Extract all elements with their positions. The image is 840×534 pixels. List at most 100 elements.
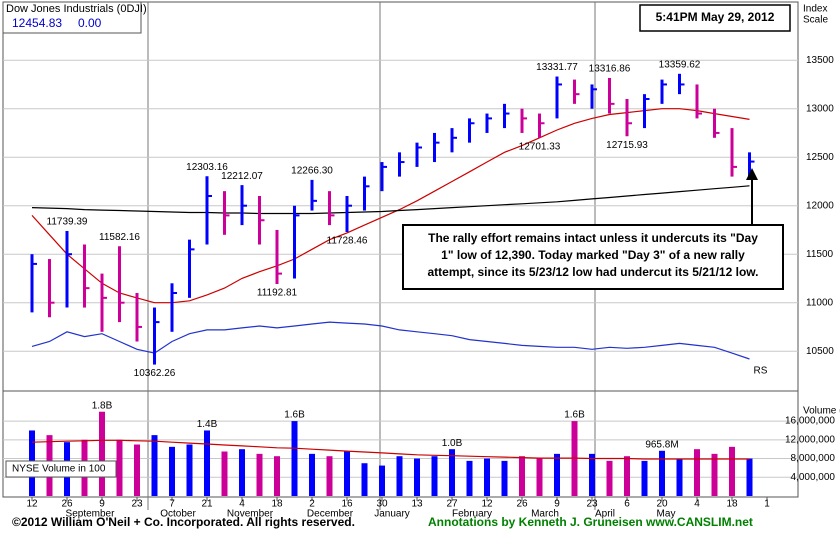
volume-bar <box>484 458 490 496</box>
x-tick-label: 13 <box>411 499 423 510</box>
volume-bar <box>589 453 595 496</box>
month-label: April <box>595 509 615 520</box>
high-label: 13359.62 <box>659 59 701 70</box>
high-label: 11582.16 <box>99 232 140 243</box>
volume-bar <box>186 444 193 496</box>
y-tick-label: 13500 <box>806 55 834 66</box>
volume-bar <box>134 444 140 496</box>
volume-label: Volume (00) <box>803 406 840 417</box>
high-label: 12303.16 <box>186 162 228 173</box>
month-label: March <box>531 509 559 520</box>
volume-bar <box>221 451 228 496</box>
volume-bar <box>606 460 613 496</box>
y-tick-label: 13000 <box>806 103 834 114</box>
x-tick-label: 26 <box>61 499 73 510</box>
volume-bar <box>676 458 683 496</box>
month-label: October <box>160 509 196 520</box>
timestamp-box <box>639 4 791 32</box>
volume-bar <box>519 456 525 496</box>
x-tick-label: 20 <box>656 499 668 510</box>
volume-bar <box>291 421 298 496</box>
volume-label: 1.4B <box>197 419 218 430</box>
x-tick-label: 27 <box>446 499 458 510</box>
arrow-head <box>746 168 758 180</box>
month-label: September <box>66 509 116 520</box>
volume-bar <box>466 460 473 496</box>
x-tick-label: 4 <box>239 499 245 510</box>
annotation-line: The rally effort remains intact unless i… <box>428 231 758 245</box>
timestamp: 5:41PM May 29, 2012 <box>656 10 775 24</box>
volume-bar <box>326 456 333 496</box>
high-label: 11739.39 <box>47 217 88 228</box>
volume-bar <box>431 456 438 496</box>
volume-bar <box>746 458 753 496</box>
y-tick-label: 11000 <box>806 297 834 308</box>
volume-bar <box>449 449 455 496</box>
annotation-line: 1" low of 12,390. Today marked "Day 3" o… <box>441 248 745 262</box>
volume-bar <box>414 458 420 496</box>
volume-bar <box>169 446 175 496</box>
volume-bar <box>659 450 665 496</box>
low-label: 11192.81 <box>257 288 298 299</box>
x-tick-label: 16 <box>341 499 353 510</box>
volume-bar <box>99 411 105 496</box>
x-tick-label: 18 <box>271 499 283 510</box>
header-box <box>2 1 142 34</box>
high-label: 12266.30 <box>291 166 333 177</box>
volume-bar <box>554 453 560 496</box>
volume-bar <box>729 446 735 496</box>
credit: Annotations by Kenneth J. Gruneisen www.… <box>428 515 753 529</box>
series-label: RS <box>754 366 768 377</box>
last-price: 12454.83 <box>12 16 62 30</box>
price-change: 0.00 <box>78 16 102 30</box>
x-tick-label: 4 <box>694 499 700 510</box>
volume-label: 1.6B <box>564 410 585 421</box>
low-label: 12701.33 <box>519 141 561 152</box>
volume-bar <box>256 453 263 496</box>
volume-bar <box>379 465 385 496</box>
volume-label: 1.6B <box>284 410 305 421</box>
low-label: 11728.46 <box>327 236 368 247</box>
x-tick-label: 23 <box>131 499 143 510</box>
volume-tick-label: 16,000,000 <box>785 416 835 427</box>
low-label: 10362.26 <box>134 368 176 379</box>
x-tick-label: 23 <box>586 499 598 510</box>
low-label: 12715.93 <box>606 140 648 151</box>
volume-caption-box <box>5 460 117 478</box>
volume-bar <box>711 453 718 496</box>
x-tick-label: 9 <box>99 499 105 510</box>
price-line <box>31 185 750 215</box>
volume-average <box>31 439 750 460</box>
volume-tick-label: 12,000,000 <box>785 434 835 445</box>
high-label: 12212.07 <box>221 171 263 182</box>
volume-label: 965.8M <box>645 439 678 450</box>
x-tick-label: 2 <box>309 499 315 510</box>
volume-bar <box>204 430 210 496</box>
x-tick-label: 7 <box>169 499 175 510</box>
y-axis-label: Scale <box>803 15 828 26</box>
month-label: February <box>452 509 492 520</box>
y-tick-label: 11500 <box>806 249 834 260</box>
volume-bar <box>501 460 508 496</box>
volume-bar <box>309 453 315 496</box>
month-label: December <box>307 509 354 520</box>
volume-bar <box>361 463 368 496</box>
x-tick-label: 18 <box>726 499 738 510</box>
volume-bar <box>151 435 158 496</box>
annotation-line: attempt, since its 5/23/12 low had under… <box>428 265 759 279</box>
volume-bar <box>344 451 350 496</box>
volume-bar <box>116 439 123 496</box>
volume-bar <box>239 449 245 496</box>
x-tick-label: 1 <box>764 499 770 510</box>
month-label: January <box>374 509 410 520</box>
volume-bar <box>624 456 630 496</box>
month-label: May <box>657 509 676 520</box>
y-tick-label: 12500 <box>806 152 834 163</box>
y-axis-label: Index <box>803 4 827 15</box>
x-tick-label: 12 <box>26 499 38 510</box>
chart-title: Dow Jones Industrials (0DJI) <box>6 3 147 15</box>
x-tick-label: 26 <box>516 499 528 510</box>
price-line <box>31 108 750 304</box>
volume-tick-label: 8,000,000 <box>791 453 836 464</box>
